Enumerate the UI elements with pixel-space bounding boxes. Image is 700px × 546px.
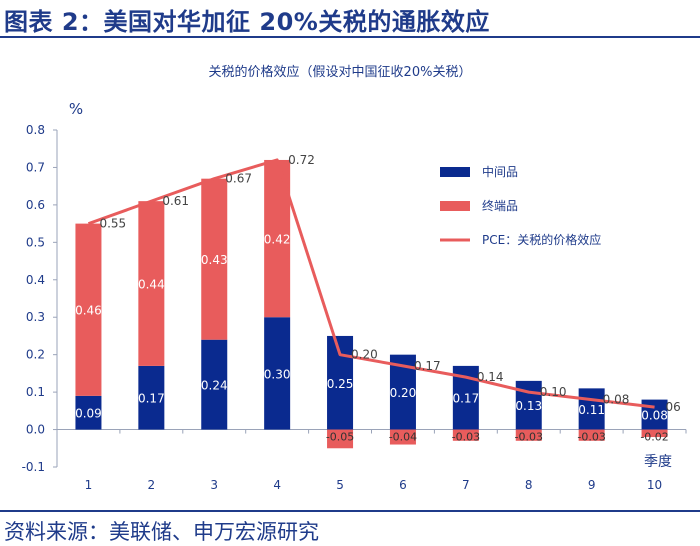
x-tick-label: 10 [647,478,662,492]
y-axis-label: % [69,100,83,118]
label-pce: 0.67 [225,172,252,186]
label-pce: 0.10 [540,385,567,399]
legend-swatch-intermediate [440,167,470,177]
bar-final [75,223,102,396]
label-intermediate: 0.20 [390,386,417,400]
y-tick-label: 0.3 [26,310,45,324]
label-final: -0.03 [452,431,480,444]
label-intermediate: 0.25 [327,377,354,391]
y-tick-label: -0.1 [22,460,45,474]
bar-intermediate [138,365,165,430]
label-pce: 0.14 [477,370,504,384]
label-final: -0.02 [640,431,668,444]
label-pce: 0.72 [288,153,315,167]
label-intermediate: 0.13 [515,399,542,413]
label-intermediate: 0.09 [75,407,102,421]
label-pce: 06 [666,400,681,414]
label-final: 0.43 [201,253,228,267]
label-final: -0.04 [389,431,417,444]
x-axis-label: 季度 [644,454,672,470]
label-final: -0.05 [326,431,354,444]
bar-final [452,429,479,441]
pce-line-path [87,158,655,409]
y-tick-label: 0.6 [26,198,45,212]
y-tick-label: 0.4 [26,273,45,287]
data-labels: 0.09 0.46 0.55 0.17 0.44 0.61 0.24 0.43 0.67 0.30… [75,153,681,444]
pce-line [87,158,655,409]
label-intermediate: 0.30 [264,367,291,381]
legend-label-final: 终端品 [482,198,518,213]
bar-intermediate [264,317,291,430]
bar-final [138,201,165,366]
x-tick-label: 2 [148,478,156,492]
bar-final [641,429,668,438]
figure-title: 图表 2：美国对华加征 20%关税的通胀效应 [4,8,490,36]
chart-title: 关税的价格效应（假设对中国征收20%关税） [209,64,472,80]
label-intermediate: 0.17 [138,392,165,406]
source-note: 资料来源：美联储、申万宏源研究 [4,520,319,544]
bar-final [578,429,605,441]
header-divider [0,36,700,38]
legend-label-pce: PCE：关税的价格效应 [482,232,601,247]
legend-swatch-final [440,201,470,211]
y-tick-label: 0.2 [26,348,45,362]
bar-final [515,429,542,441]
bar-intermediate [201,339,228,430]
label-intermediate: 0.08 [641,409,668,423]
x-tick-label: 8 [525,478,533,492]
axes: -0.1 0.0 0.1 0.2 0.3 0.4 0.5 0.6 0.7 0.8 1 2 3 4 5 6 7 8 9… [22,123,687,492]
label-pce: 0.55 [99,217,126,231]
x-tick-label: 5 [336,478,344,492]
bar-final [201,178,228,340]
y-tick-label: 0.8 [26,123,45,137]
x-tick-label: 4 [273,478,281,492]
bar-final [389,429,416,445]
y-tick-label: 0.0 [26,423,45,437]
label-final: 0.46 [75,304,102,318]
tariff-price-effect-chart: 关税的价格效应（假设对中国征收20%关税） % 季度 -0.1 0.0 0.1 0.2… [22,64,687,492]
legend-label-intermediate: 中间品 [482,164,518,179]
label-intermediate: 0.17 [452,392,479,406]
x-tick-label: 6 [399,478,407,492]
report-header: 图表 2：美国对华加征 20%关税的通胀效应 [0,0,700,36]
label-intermediate: 0.11 [578,403,605,417]
label-pce: 0.61 [162,194,189,208]
bar-marks [75,159,668,449]
label-final: 0.42 [264,233,291,247]
label-pce: 0.20 [351,348,378,362]
x-tick-label: 7 [462,478,470,492]
y-tick-label: 0.5 [26,235,45,249]
x-tick-label: 1 [85,478,93,492]
y-tick-label: 0.1 [26,385,45,399]
label-final: -0.03 [577,431,605,444]
x-tick-label: 3 [210,478,218,492]
x-tick-label: 9 [588,478,596,492]
label-intermediate: 0.24 [201,379,228,393]
bar-final [327,429,354,449]
label-final: -0.03 [515,431,543,444]
y-tick-label: 0.7 [26,160,45,174]
bar-intermediate [75,395,102,430]
footer-divider [0,510,700,512]
label-pce: 0.08 [603,393,630,407]
bar-intermediate [578,388,605,430]
label-pce: 0.17 [414,359,441,373]
label-final: 0.44 [138,278,165,292]
